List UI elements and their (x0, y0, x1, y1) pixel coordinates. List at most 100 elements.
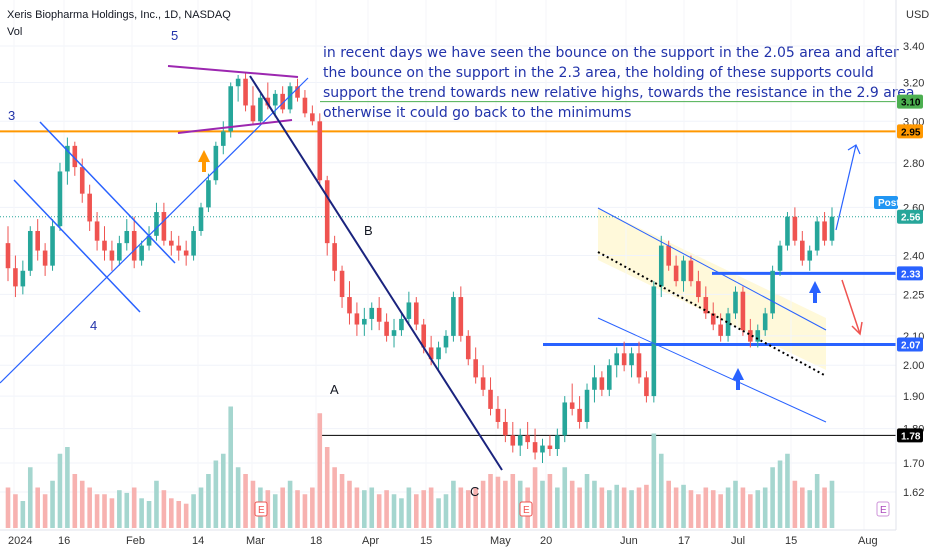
candle-body (42, 250, 48, 266)
volume-bar (213, 460, 219, 528)
symbol-title[interactable]: Xeris Biopharma Holdings, Inc., 1D, NASD… (7, 9, 231, 21)
volume-bar (740, 487, 746, 528)
candle-body (124, 230, 130, 244)
candle-body (27, 230, 33, 271)
candle-body (354, 313, 360, 325)
volume-bar (198, 487, 204, 528)
volume-bar (480, 480, 486, 528)
candle-body (280, 93, 285, 110)
volume-bar (673, 487, 679, 528)
candle-body (20, 270, 26, 287)
price-axis[interactable]: 3.403.203.002.802.602.402.252.102.001.90… (903, 41, 924, 499)
volume-bar (443, 494, 449, 528)
currency-label: USD (906, 9, 929, 21)
earnings-marker-2-label: E (523, 505, 530, 516)
volume-bar (703, 487, 709, 528)
candle-body (800, 240, 805, 261)
post-badge: Post (874, 196, 900, 209)
candle-body (584, 389, 590, 422)
candle-body (829, 216, 835, 241)
volume-bar (146, 501, 152, 528)
candle-body (324, 180, 330, 244)
candle-body (525, 435, 530, 443)
wave-label-b: B (364, 223, 373, 238)
earnings-marker-2[interactable] (519, 501, 533, 517)
candle-body (265, 97, 271, 106)
volume-bar (176, 501, 182, 528)
annotation-line-2: the bounce on the support in the 2.3 are… (323, 65, 874, 81)
x-tick-label: 20 (540, 535, 552, 547)
candle-body (131, 230, 137, 261)
channel-fill (598, 208, 826, 370)
volume-bar (109, 498, 115, 528)
candle-body (79, 167, 85, 194)
volume-bar (436, 498, 441, 528)
volume-bar (169, 498, 174, 528)
volume-bar (131, 487, 137, 528)
volume-bar (376, 494, 382, 528)
candle-body (154, 212, 159, 236)
candle-body (777, 245, 783, 271)
y-tick-label: 3.20 (903, 77, 924, 89)
y-tick-label: 2.00 (903, 360, 924, 372)
earnings-marker-3-label: E (880, 505, 887, 516)
volume-bar (369, 487, 375, 528)
price-tag-label: 3.10 (901, 98, 921, 109)
candle-body (139, 245, 144, 261)
candle-body (629, 353, 634, 366)
candle-body (369, 307, 375, 319)
volume-bar (733, 480, 738, 528)
candle-body (332, 243, 337, 271)
candle-body (94, 221, 100, 241)
x-tick-label: Aug (858, 535, 878, 547)
red-down-arrow-line (841, 279, 861, 335)
candle-body (599, 377, 605, 390)
candle-body (822, 221, 827, 241)
downtrend-line-b (249, 75, 503, 471)
volume-bar (688, 490, 694, 528)
volume-bar (324, 447, 330, 528)
volume-bar (391, 494, 397, 528)
volume-bar (555, 487, 560, 528)
candle-body (376, 307, 382, 322)
y-tick-label: 3.40 (903, 41, 924, 53)
candle-body (102, 240, 107, 251)
volume-bar (384, 490, 389, 528)
volume-bar (814, 474, 820, 528)
x-tick-label: 15 (420, 535, 432, 547)
candle-body (50, 226, 55, 266)
earnings-marker-1[interactable] (254, 501, 268, 517)
candle-body (458, 297, 464, 336)
x-tick-label: Mar (246, 535, 265, 547)
candle-body (614, 353, 620, 366)
y-tick-label: 1.62 (903, 487, 924, 499)
volume-label[interactable]: Vol (7, 26, 22, 38)
volume-bar (829, 480, 835, 528)
volume-bar (592, 480, 597, 528)
candle-body (421, 324, 427, 348)
earnings-marker-3[interactable] (876, 501, 890, 517)
candle-body (644, 377, 649, 397)
blue-up-arrow-2 (809, 281, 821, 303)
y-tick-label: 2.80 (903, 158, 924, 170)
time-axis[interactable]: 2024 16 Feb 14 Mar 18 Apr 15 May 20 Jun 17 Jul 15 Aug (8, 535, 878, 547)
candle-body (146, 235, 152, 246)
x-tick-label: May (490, 535, 511, 547)
candle-body (792, 216, 798, 241)
wave-label-a: A (330, 382, 339, 397)
candle-body (488, 389, 493, 409)
volume-bar (117, 490, 122, 528)
volume-bar (57, 453, 63, 528)
volume-bar (265, 490, 271, 528)
candle-body (272, 93, 278, 106)
volume-bar (547, 474, 553, 528)
candle-body (718, 324, 723, 336)
volume-bar (636, 487, 642, 528)
volume-bar (762, 487, 768, 528)
candle-body (762, 313, 768, 331)
volume-bar (465, 490, 471, 528)
candle-body (740, 291, 746, 331)
volume-bar (250, 480, 256, 528)
